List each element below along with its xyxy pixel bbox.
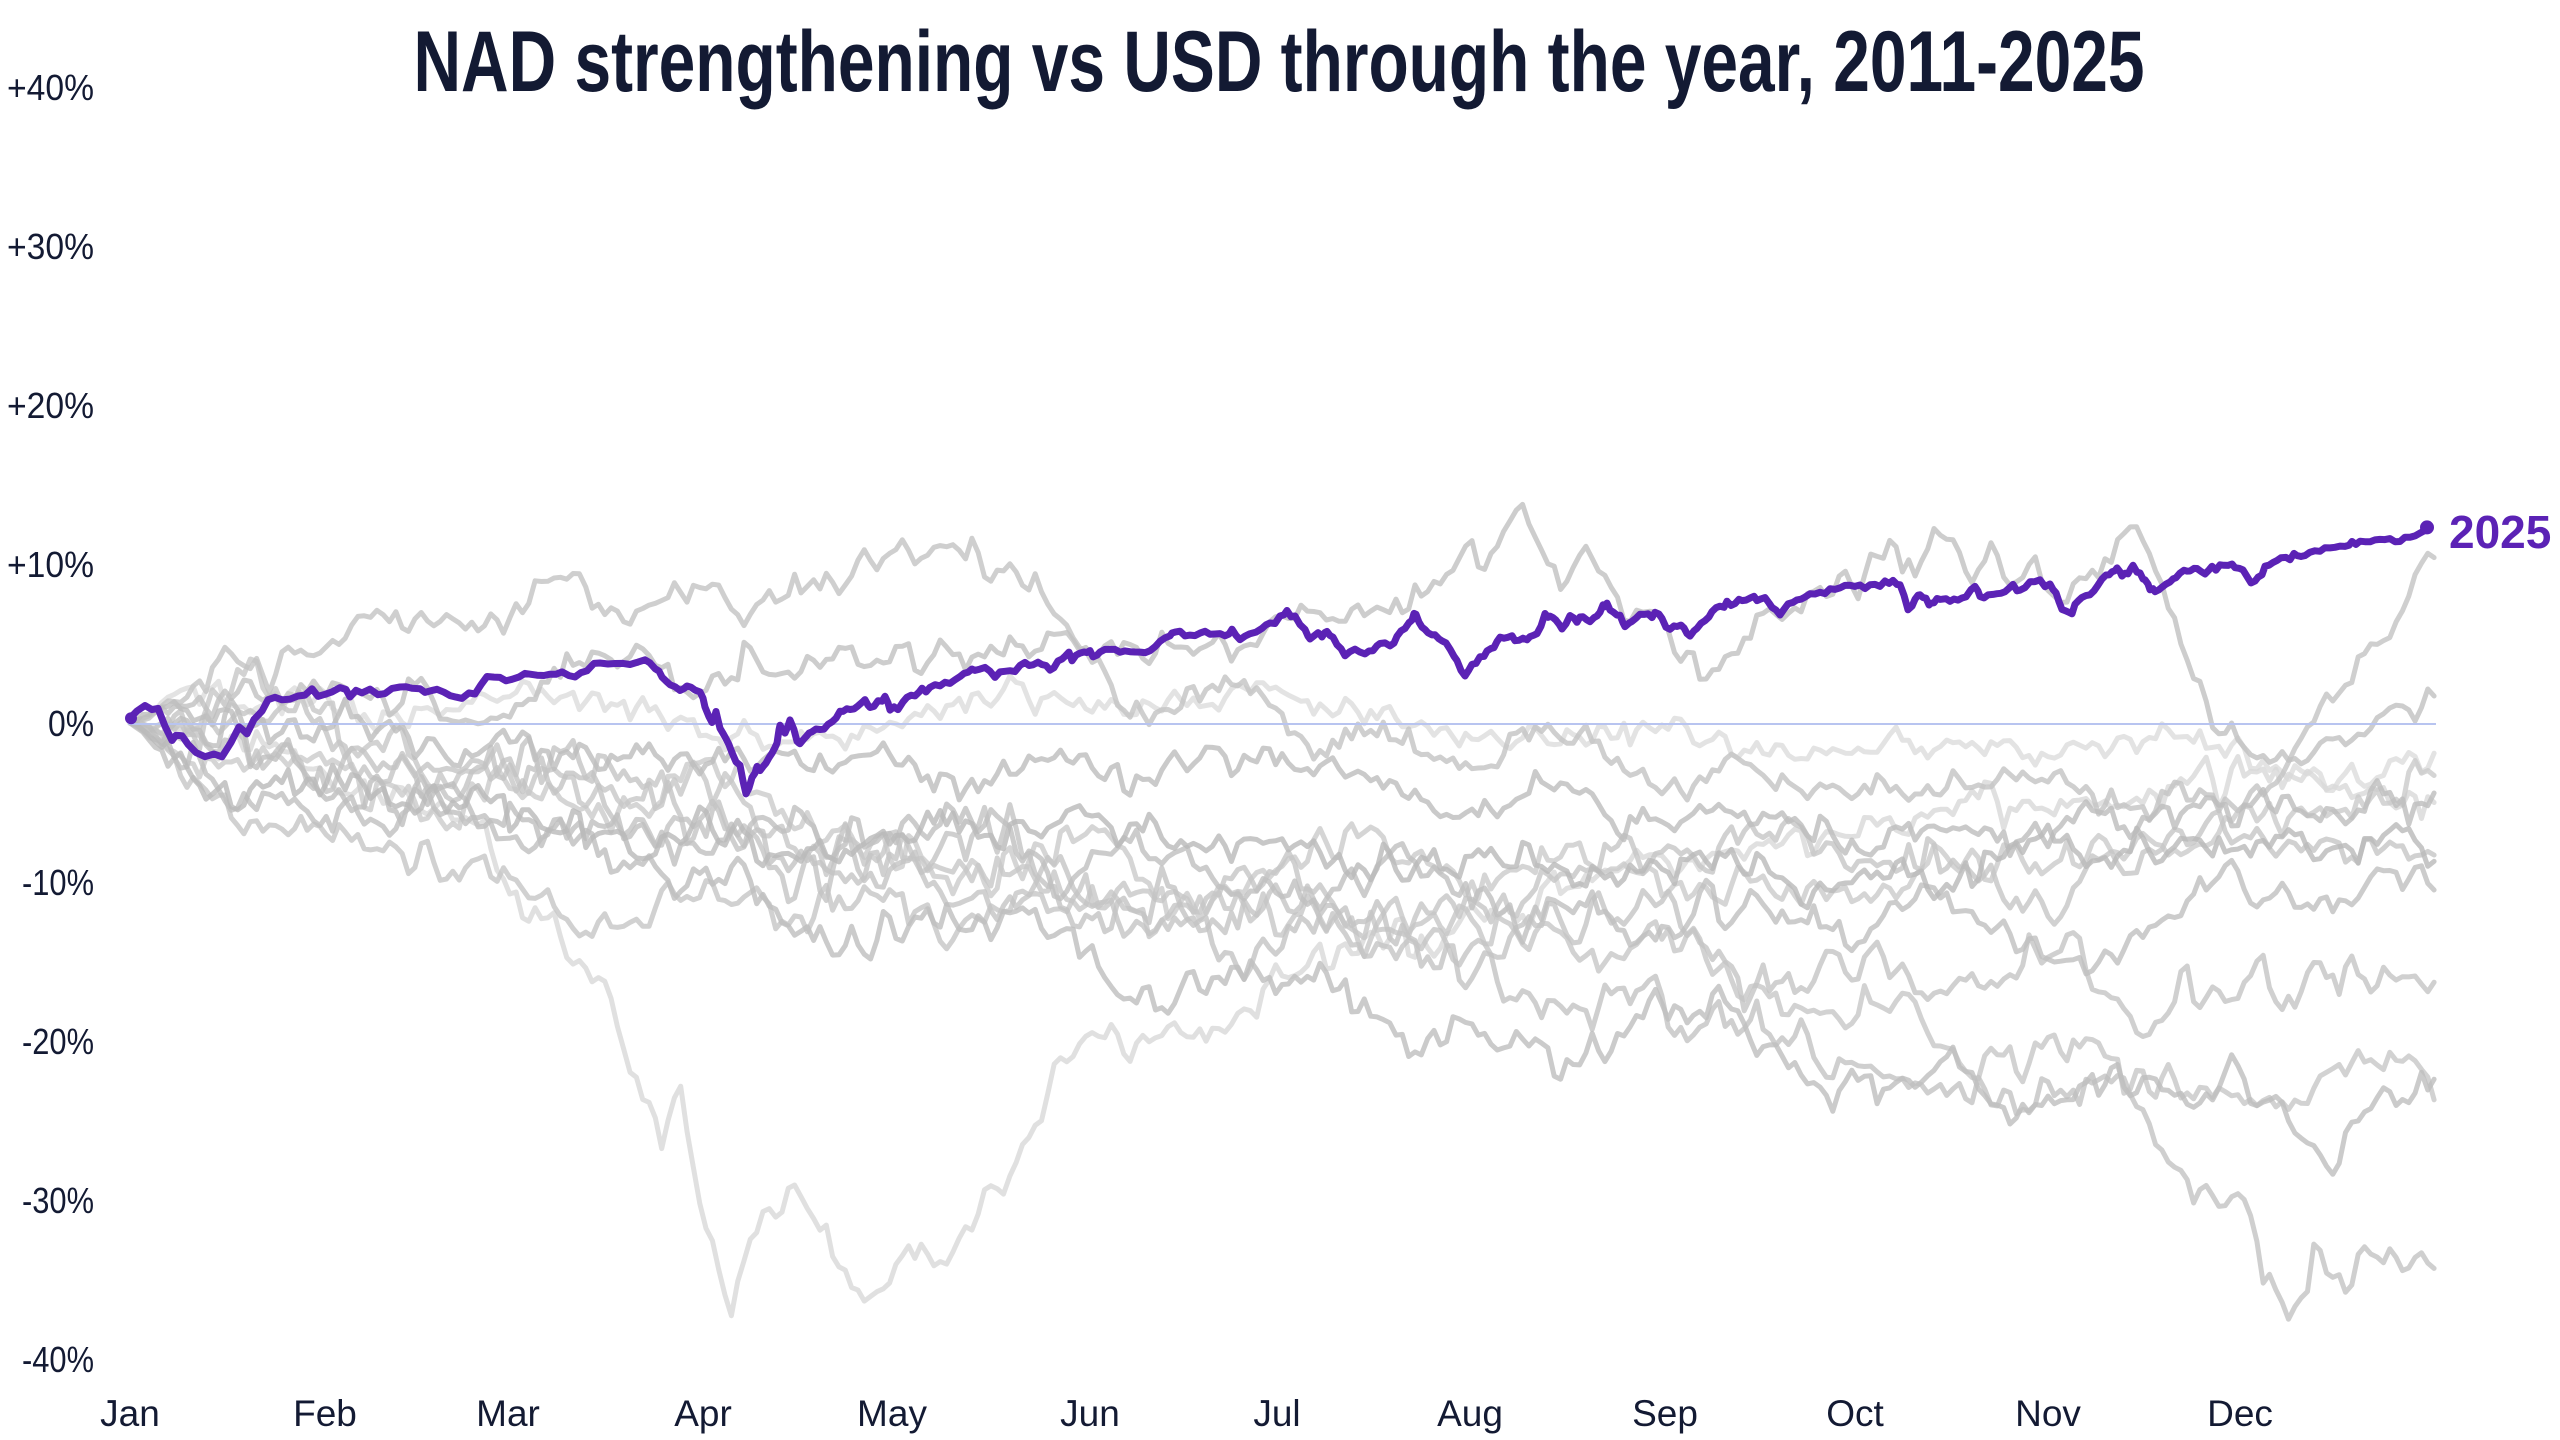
svg-text:+40%: +40%	[7, 67, 94, 108]
svg-text:+10%: +10%	[7, 544, 94, 585]
svg-text:Nov: Nov	[2015, 1393, 2081, 1434]
svg-text:Mar: Mar	[476, 1393, 540, 1434]
svg-text:Jul: Jul	[1253, 1393, 1300, 1434]
svg-text:-20%: -20%	[22, 1021, 94, 1062]
svg-text:Sep: Sep	[1632, 1393, 1698, 1434]
svg-text:-10%: -10%	[22, 862, 94, 903]
svg-text:Dec: Dec	[2207, 1393, 2273, 1434]
svg-text:Aug: Aug	[1437, 1393, 1503, 1434]
svg-text:-40%: -40%	[22, 1339, 94, 1380]
svg-text:NAD strengthening vs USD throu: NAD strengthening vs USD through the yea…	[414, 14, 2145, 110]
svg-text:Jun: Jun	[1060, 1393, 1120, 1434]
svg-text:+20%: +20%	[7, 385, 94, 426]
svg-text:May: May	[857, 1393, 927, 1434]
svg-text:Jan: Jan	[100, 1393, 160, 1434]
svg-text:2025: 2025	[2449, 506, 2551, 558]
svg-text:-30%: -30%	[22, 1180, 94, 1221]
svg-text:Oct: Oct	[1826, 1393, 1884, 1434]
svg-text:0%: 0%	[48, 703, 94, 744]
svg-text:+30%: +30%	[7, 226, 94, 267]
svg-text:Feb: Feb	[293, 1393, 357, 1434]
svg-text:Apr: Apr	[674, 1393, 732, 1434]
